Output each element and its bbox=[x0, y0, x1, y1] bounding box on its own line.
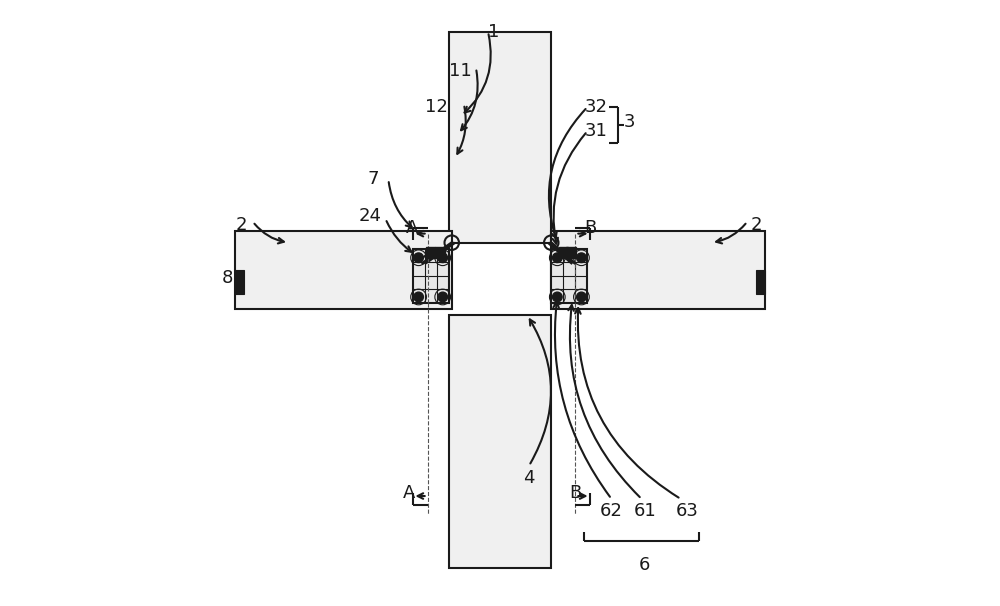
Bar bbox=[566, 247, 576, 258]
Text: 12: 12 bbox=[425, 98, 448, 116]
Bar bbox=[449, 315, 551, 568]
Text: 24: 24 bbox=[359, 207, 382, 225]
Bar bbox=[559, 247, 568, 258]
Bar bbox=[551, 231, 765, 309]
Text: 11: 11 bbox=[449, 62, 472, 80]
Text: A: A bbox=[403, 484, 416, 502]
Circle shape bbox=[414, 253, 423, 262]
Circle shape bbox=[552, 253, 562, 262]
Text: 2: 2 bbox=[751, 216, 762, 233]
Text: 3: 3 bbox=[624, 113, 635, 131]
Text: 63: 63 bbox=[676, 502, 698, 520]
Bar bbox=[551, 248, 587, 303]
Text: 8: 8 bbox=[222, 268, 233, 287]
Bar bbox=[426, 247, 435, 258]
Text: B: B bbox=[584, 219, 597, 236]
Text: B: B bbox=[569, 484, 582, 502]
Bar bbox=[449, 32, 551, 242]
Circle shape bbox=[552, 292, 562, 302]
Circle shape bbox=[577, 292, 586, 302]
Text: 2: 2 bbox=[236, 216, 248, 233]
Text: 4: 4 bbox=[523, 469, 535, 487]
Text: 62: 62 bbox=[600, 502, 623, 520]
Circle shape bbox=[438, 253, 448, 262]
Text: A: A bbox=[406, 219, 419, 236]
Bar bbox=[756, 270, 765, 294]
Text: 31: 31 bbox=[585, 122, 608, 140]
Bar bbox=[235, 270, 244, 294]
Text: 7: 7 bbox=[368, 170, 379, 188]
Circle shape bbox=[438, 292, 448, 302]
Circle shape bbox=[577, 253, 586, 262]
Text: 6: 6 bbox=[639, 556, 650, 574]
Text: 1: 1 bbox=[488, 22, 500, 41]
Circle shape bbox=[414, 292, 423, 302]
Text: 32: 32 bbox=[585, 98, 608, 116]
Bar bbox=[435, 247, 445, 258]
Bar bbox=[235, 231, 452, 309]
Bar bbox=[413, 248, 449, 303]
Text: 61: 61 bbox=[633, 502, 656, 520]
